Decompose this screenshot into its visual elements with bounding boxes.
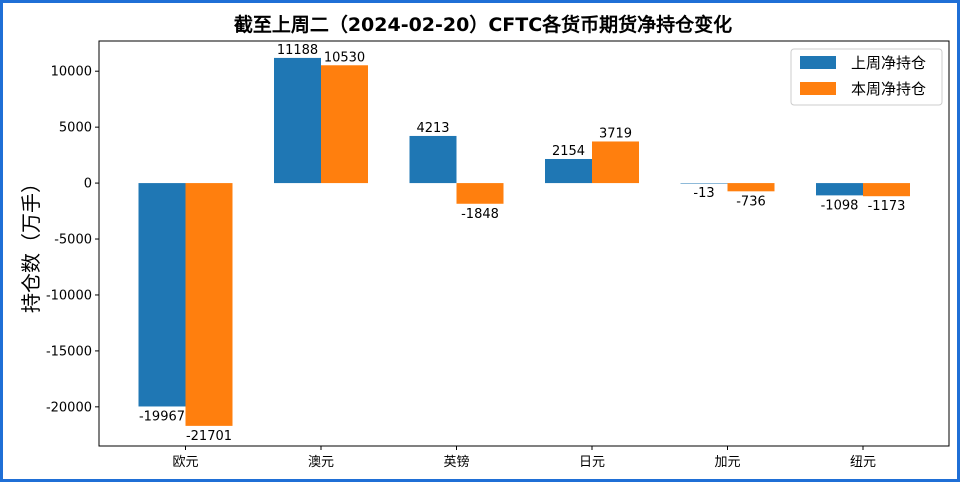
bar-this-week-5 bbox=[863, 183, 910, 197]
data-label-last-week-0: -19967 bbox=[139, 409, 185, 424]
data-label-this-week-5: -1173 bbox=[868, 199, 906, 214]
data-label-last-week-2: 4213 bbox=[416, 121, 449, 136]
legend-swatch-1 bbox=[800, 82, 836, 95]
data-label-last-week-3: 2154 bbox=[552, 144, 585, 159]
legend-label-0: 上周净持仓 bbox=[851, 54, 926, 72]
bars-group bbox=[138, 57, 910, 426]
bar-last-week-0 bbox=[138, 183, 186, 407]
bar-this-week-2 bbox=[456, 183, 504, 204]
bar-this-week-4 bbox=[727, 183, 775, 192]
y-tick-label: -10000 bbox=[46, 288, 92, 303]
bar-last-week-3 bbox=[545, 158, 592, 184]
y-axis-label: 持仓数（万手） bbox=[19, 173, 43, 313]
x-tick-label: 英镑 bbox=[443, 454, 469, 470]
data-label-last-week-5: -1098 bbox=[821, 198, 859, 213]
bar-chart: 截至上周二（2024-02-20）CFTC各货币期货净持仓变化 持仓数（万手） … bbox=[19, 13, 950, 470]
bar-this-week-0 bbox=[185, 183, 233, 426]
chart-title: 截至上周二（2024-02-20）CFTC各货币期货净持仓变化 bbox=[234, 13, 732, 36]
plot-area bbox=[98, 40, 950, 447]
data-label-this-week-1: 10530 bbox=[324, 50, 365, 65]
x-tick-label: 加元 bbox=[714, 455, 740, 470]
data-labels-group: -19967-21701 11188 10530 4213 -1848 2154 3719 -… bbox=[139, 43, 905, 444]
x-tick-label: 纽元 bbox=[850, 455, 876, 470]
legend-swatch-0 bbox=[800, 56, 836, 69]
x-tick-label: 欧元 bbox=[172, 455, 198, 470]
data-label-this-week-0: -21701 bbox=[186, 429, 232, 444]
bar-this-week-3 bbox=[592, 141, 639, 184]
bar-last-week-2 bbox=[409, 135, 457, 184]
bar-last-week-5 bbox=[816, 183, 863, 196]
bar-last-week-4 bbox=[680, 183, 728, 184]
data-label-this-week-4: -736 bbox=[736, 194, 766, 209]
bar-last-week-1 bbox=[274, 57, 321, 184]
y-tick-label: -20000 bbox=[46, 400, 92, 415]
data-label-this-week-3: 3719 bbox=[599, 126, 632, 141]
data-label-this-week-2: -1848 bbox=[461, 207, 499, 222]
y-tick-label: 5000 bbox=[59, 121, 92, 136]
x-tick-label: 日元 bbox=[579, 455, 605, 470]
x-axis: 欧元 澳元 英镑 日元 加元 纽元 bbox=[172, 446, 876, 470]
y-axis: -20000 -15000 -10000 -5000 0 5000 10000 bbox=[46, 65, 99, 415]
y-tick-label: -15000 bbox=[46, 344, 92, 359]
y-tick-label: -5000 bbox=[54, 233, 92, 248]
y-tick-label: 0 bbox=[84, 177, 92, 192]
legend-label-1: 本周净持仓 bbox=[851, 80, 926, 98]
y-tick-label: 10000 bbox=[51, 65, 92, 80]
x-tick-label: 澳元 bbox=[308, 454, 334, 470]
data-label-last-week-1: 11188 bbox=[277, 43, 318, 58]
data-label-last-week-4: -13 bbox=[693, 186, 714, 201]
bar-this-week-1 bbox=[321, 65, 368, 184]
